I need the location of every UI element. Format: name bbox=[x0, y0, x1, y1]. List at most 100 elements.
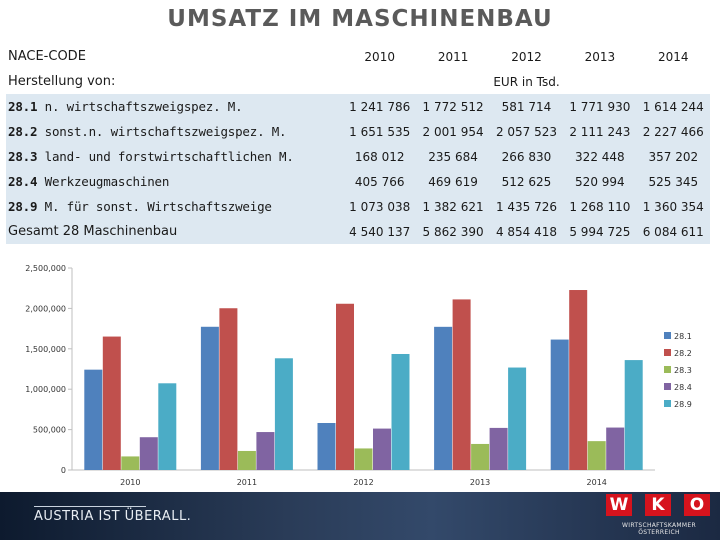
logo-letter: O bbox=[684, 494, 710, 516]
bar-28-9 bbox=[274, 358, 293, 470]
bar-28-1 bbox=[434, 326, 453, 470]
table-cell: 405 766 bbox=[343, 169, 417, 194]
table-cell: 1 382 621 bbox=[416, 194, 490, 219]
table-row: 28.9 M. für sonst. Wirtschaftszweige 1 0… bbox=[6, 194, 710, 219]
table-row: 28.1 n. wirtschaftszweigspez. M. 1 241 7… bbox=[6, 94, 710, 119]
row-label: 28.3 land- und forstwirtschaftlichen M. bbox=[6, 144, 343, 169]
year-header: 2011 bbox=[416, 44, 490, 69]
y-tick-label: 1,500,000 bbox=[25, 345, 66, 354]
table-cell: 4 540 137 bbox=[343, 219, 417, 244]
bar-28-2 bbox=[102, 336, 121, 470]
total-label: Gesamt 28 Maschinenbau bbox=[6, 219, 343, 244]
year-header: 2014 bbox=[636, 44, 710, 69]
legend-swatch bbox=[664, 366, 671, 373]
table-cell: 4 854 418 bbox=[489, 219, 564, 244]
legend-swatch bbox=[664, 383, 671, 390]
footer-banner: AUSTRIA IST ÜBERALL. W K O WIRTSCHAFTSKA… bbox=[0, 492, 720, 540]
table-cell: 357 202 bbox=[636, 144, 710, 169]
bar-28-9 bbox=[508, 367, 527, 470]
bar-28-9 bbox=[624, 360, 643, 470]
table-cell: 1 073 038 bbox=[343, 194, 417, 219]
unit-label: EUR in Tsd. bbox=[343, 69, 710, 94]
nace-code-header: NACE-CODE bbox=[6, 44, 343, 69]
logo-tagline: WIRTSCHAFTSKAMMER ÖSTERREICH bbox=[622, 522, 696, 536]
table-cell: 581 714 bbox=[489, 94, 564, 119]
revenue-table: NACE-CODE 2010 2011 2012 2013 2014 Herst… bbox=[6, 44, 710, 244]
bar-28-4 bbox=[606, 427, 625, 470]
bar-28-3 bbox=[354, 448, 373, 470]
y-tick-label: 2,500,000 bbox=[25, 264, 66, 273]
bar-28-3 bbox=[587, 441, 606, 470]
bar-28-9 bbox=[158, 383, 177, 470]
table-cell: 525 345 bbox=[636, 169, 710, 194]
bar-28-3 bbox=[471, 443, 490, 470]
table-header-row: NACE-CODE 2010 2011 2012 2013 2014 bbox=[6, 44, 710, 69]
table-cell: 1 268 110 bbox=[563, 194, 637, 219]
table-cell: 469 619 bbox=[416, 169, 490, 194]
bar-28-1 bbox=[200, 326, 219, 470]
x-tick-label: 2010 bbox=[120, 478, 140, 487]
legend-label: 28.1 bbox=[674, 332, 692, 341]
legend-label: 28.4 bbox=[674, 383, 692, 392]
bar-28-2 bbox=[336, 303, 354, 470]
table-cell: 2 057 523 bbox=[489, 119, 564, 144]
logo-letter: K bbox=[645, 494, 671, 516]
row-label: 28.9 M. für sonst. Wirtschaftszweige bbox=[6, 194, 343, 219]
table-cell: 1 360 354 bbox=[636, 194, 710, 219]
y-tick-label: 500,000 bbox=[33, 426, 66, 435]
bar-28-2 bbox=[452, 299, 471, 470]
legend-swatch bbox=[664, 400, 671, 407]
table-cell: 168 012 bbox=[343, 144, 417, 169]
bar-28-3 bbox=[237, 450, 256, 470]
legend-label: 28.9 bbox=[674, 400, 692, 409]
table-cell: 520 994 bbox=[563, 169, 637, 194]
table-cell: 6 084 611 bbox=[636, 219, 710, 244]
legend-swatch bbox=[664, 349, 671, 356]
legend-swatch bbox=[664, 332, 671, 339]
row-label: 28.4 Werkzeugmaschinen bbox=[6, 169, 343, 194]
table-cell: 1 772 512 bbox=[416, 94, 490, 119]
slogan-text: AUSTRIA IST ÜBERALL. bbox=[34, 509, 192, 524]
bar-28-3 bbox=[121, 456, 140, 470]
table-row: 28.2 sonst.n. wirtschaftszweigspez. M. 1… bbox=[6, 119, 710, 144]
x-tick-label: 2011 bbox=[237, 478, 257, 487]
table-cell: 2 227 466 bbox=[636, 119, 710, 144]
table-cell: 266 830 bbox=[489, 144, 564, 169]
table-cell: 235 684 bbox=[416, 144, 490, 169]
subheader-label: Herstellung von: bbox=[6, 69, 343, 94]
year-header: 2013 bbox=[563, 44, 637, 69]
row-label: 28.1 n. wirtschaftszweigspez. M. bbox=[6, 94, 343, 119]
y-tick-label: 0 bbox=[61, 466, 66, 475]
table-cell: 1 435 726 bbox=[489, 194, 564, 219]
table-cell: 512 625 bbox=[489, 169, 564, 194]
table-total-row: Gesamt 28 Maschinenbau 4 540 137 5 862 3… bbox=[6, 219, 710, 244]
x-tick-label: 2013 bbox=[470, 478, 490, 487]
table-cell: 1 771 930 bbox=[563, 94, 637, 119]
bar-28-9 bbox=[391, 353, 410, 470]
table-subheader-row: Herstellung von: EUR in Tsd. bbox=[6, 69, 710, 94]
x-tick-label: 2014 bbox=[587, 478, 607, 487]
y-tick-label: 1,000,000 bbox=[25, 385, 66, 394]
table-cell: 322 448 bbox=[563, 144, 637, 169]
bar-chart: 0 500,000 1,000,000 1,500,000 2,000,000 2,500… bbox=[25, 264, 692, 487]
row-label: 28.2 sonst.n. wirtschaftszweigspez. M. bbox=[6, 119, 343, 144]
bar-28-2 bbox=[219, 308, 238, 470]
bar-28-1 bbox=[84, 369, 103, 470]
table-cell: 2 111 243 bbox=[563, 119, 637, 144]
bar-28-4 bbox=[139, 437, 158, 470]
y-tick-label: 2,000,000 bbox=[25, 304, 66, 313]
logo-letter: W bbox=[606, 494, 632, 516]
bar-28-4 bbox=[489, 427, 508, 470]
table-cell: 1 614 244 bbox=[636, 94, 710, 119]
bar-28-4 bbox=[373, 428, 391, 470]
bar-28-4 bbox=[256, 432, 275, 470]
legend-label: 28.2 bbox=[674, 349, 692, 358]
year-header: 2012 bbox=[489, 44, 564, 69]
bar-28-1 bbox=[550, 339, 569, 470]
table-cell: 2 001 954 bbox=[416, 119, 490, 144]
table-cell: 1 241 786 bbox=[343, 94, 417, 119]
table-row: 28.3 land- und forstwirtschaftlichen M. … bbox=[6, 144, 710, 169]
wko-logo: W K O WIRTSCHAFTSKAMMER ÖSTERREICH bbox=[606, 494, 712, 538]
table-cell: 5 994 725 bbox=[563, 219, 637, 244]
table-row: 28.4 Werkzeugmaschinen 405 766 469 619 5… bbox=[6, 169, 710, 194]
